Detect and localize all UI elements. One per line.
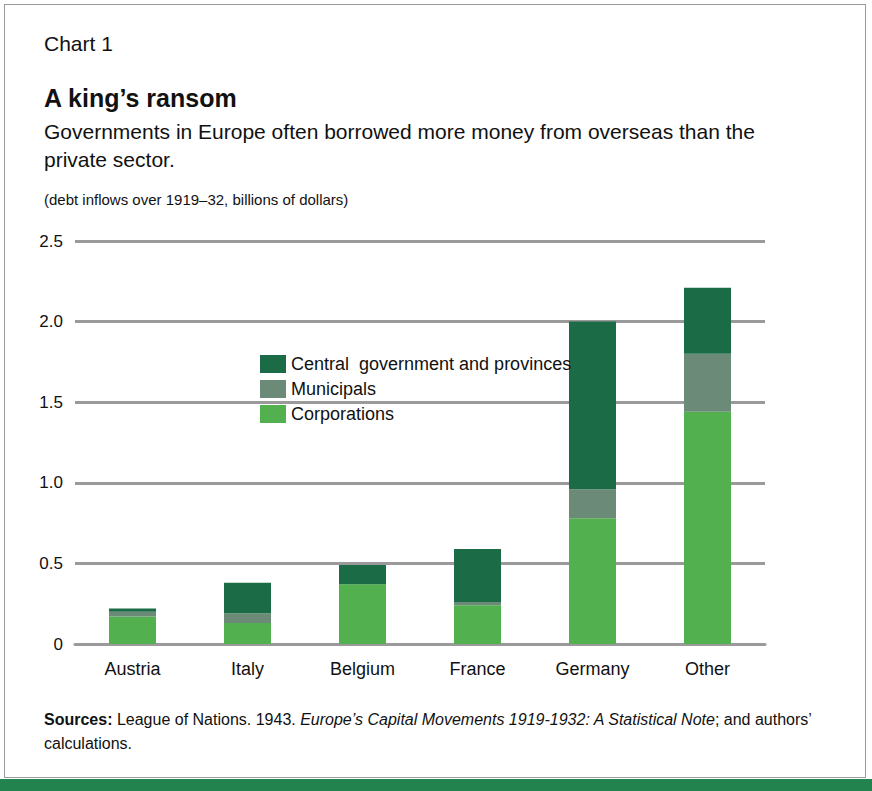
svg-text:Austria: Austria	[104, 659, 161, 679]
svg-text:1.5: 1.5	[39, 393, 63, 412]
svg-text:Italy: Italy	[231, 659, 264, 679]
html-text:Sources: League of Nations. 19: Sources: League of Nations. 1943. Europe…	[44, 711, 812, 752]
svg-text:Municipals: Municipals	[291, 379, 376, 399]
svg-text:2.5: 2.5	[39, 232, 63, 251]
html-text:(debt inflows over 1919–32, bi: (debt inflows over 1919–32, billions of …	[44, 191, 349, 208]
svg-text:Corporations: Corporations	[291, 404, 394, 424]
html-text:Governments in Europe often bo: Governments in Europe often borrowed mor…	[44, 120, 755, 171]
svg-text:0.5: 0.5	[39, 554, 63, 573]
svg-text:Other: Other	[685, 659, 730, 679]
svg-text:France: France	[449, 659, 505, 679]
html-text:Chart 1: Chart 1	[44, 32, 113, 55]
svg-text:1.0: 1.0	[39, 473, 63, 492]
svg-text:Central government and provin: Central government and provinces	[291, 354, 571, 374]
svg-text:Belgium: Belgium	[330, 659, 395, 679]
svg-text:Germany: Germany	[555, 659, 629, 679]
html-text:A king’s ransom: A king’s ransom	[44, 84, 237, 112]
svg-text:2.0: 2.0	[39, 312, 63, 331]
svg-text:0: 0	[54, 635, 63, 654]
